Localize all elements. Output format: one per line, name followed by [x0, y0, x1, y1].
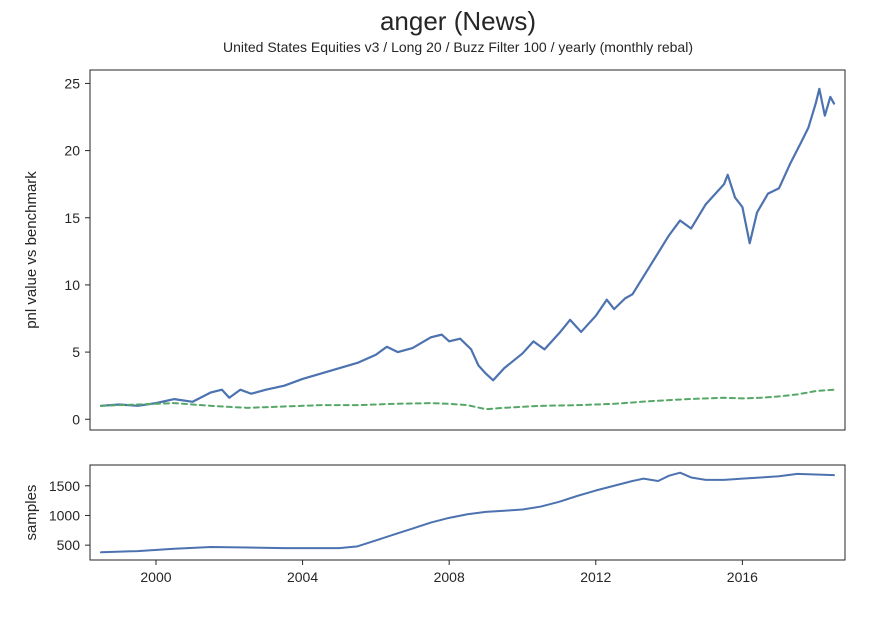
- y-tick-label: 5: [72, 344, 80, 360]
- x-tick-label: 2004: [287, 569, 318, 585]
- top-panel-ylabel: pnl value vs benchmark: [23, 171, 40, 329]
- chart-svg: anger (News) United States Equities v3 / …: [0, 0, 876, 621]
- top-panel-spine: [90, 70, 845, 430]
- chart-subtitle: United States Equities v3 / Long 20 / Bu…: [223, 39, 693, 55]
- y-tick-label: 20: [64, 143, 80, 159]
- y-tick-label: 15: [64, 210, 80, 226]
- x-tick-label: 2000: [140, 569, 171, 585]
- bottom-panel: 500 1000 1500 2000 2004 2008 2012 2016 samples: [23, 465, 845, 585]
- bottom-panel-ylabel: samples: [23, 485, 40, 541]
- y-tick-label: 0: [72, 411, 80, 427]
- x-tick-label: 2016: [727, 569, 758, 585]
- chart-container: anger (News) United States Equities v3 / …: [0, 0, 876, 621]
- y-tick-label: 1500: [49, 478, 80, 494]
- top-panel: 0 5 10 15 20 25 pnl value vs benchmark: [23, 70, 845, 430]
- y-tick-label: 25: [64, 75, 80, 91]
- y-tick-label: 500: [57, 537, 81, 553]
- chart-title: anger (News): [380, 6, 536, 36]
- y-tick-label: 1000: [49, 507, 80, 523]
- x-tick-label: 2012: [580, 569, 611, 585]
- series-samples: [101, 473, 834, 553]
- series-pnl: [101, 89, 834, 406]
- x-tick-label: 2008: [434, 569, 465, 585]
- y-tick-label: 10: [64, 277, 80, 293]
